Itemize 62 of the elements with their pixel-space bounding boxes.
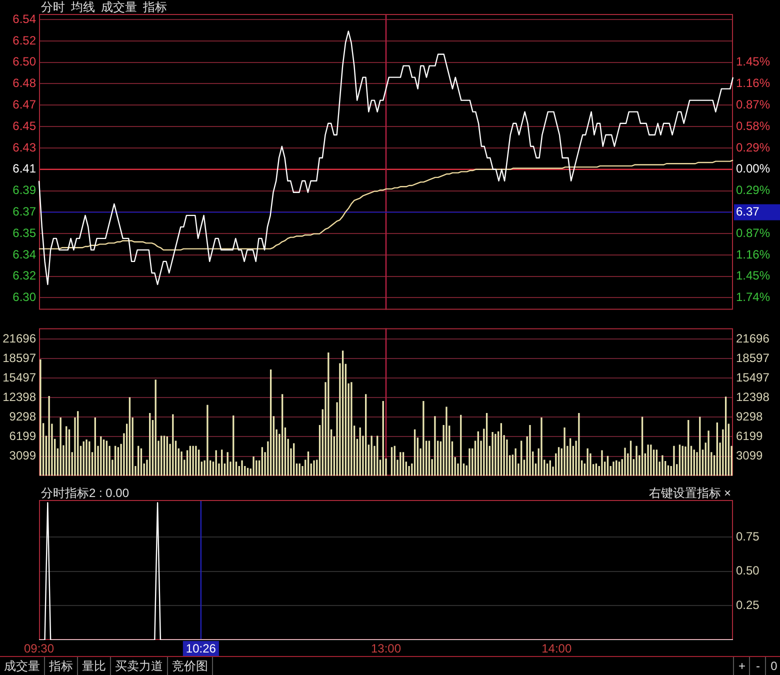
y2-tick-label: 1.74%: [736, 290, 770, 304]
text: 量比: [78, 657, 111, 675]
y2-tick-label: 15497: [736, 370, 770, 384]
y-tick-label: 6.37: [12, 204, 36, 219]
y2-tick-label: 0.25: [736, 598, 760, 612]
y2-tick-label: 18597: [736, 350, 770, 365]
y2-tick-label: 0.75: [736, 529, 760, 544]
y-tick-label: 6.43: [12, 140, 36, 154]
y2-tick-label: 9298: [736, 409, 764, 424]
y-tick-label: 6.45: [12, 118, 36, 133]
y-tick-label: 6.30: [12, 290, 36, 304]
annotation: 指标: [143, 0, 167, 14]
y2-tick-label: 0.87%: [736, 98, 770, 112]
y2-tick-label: 0.58%: [736, 118, 770, 133]
y-tick-label: 6.50: [12, 54, 36, 69]
text: +: [733, 657, 750, 675]
y-tick-label: 6.47: [12, 97, 36, 112]
y2-tick-label: 0.29%: [736, 183, 770, 198]
y2-tick-label: 3099: [736, 448, 764, 463]
annotation: 均线: [71, 0, 95, 14]
y-tick-label: 9298: [9, 409, 36, 424]
y2-tick-label: 0.00%: [736, 162, 770, 176]
y-tick-label: 6.35: [12, 226, 36, 240]
y-tick-label: 6.32: [12, 268, 36, 283]
text: 指标: [45, 657, 78, 675]
text: ×: [724, 486, 731, 500]
chart-title: 分时指标2 : 0.00: [41, 486, 130, 500]
y-tick-label: 6.52: [12, 33, 36, 48]
annotation: 成交量: [101, 0, 137, 14]
y2-tick-label: 1.16%: [736, 76, 770, 90]
x-tick-label: 14:00: [542, 642, 572, 656]
y2-tick-label: 21696: [736, 331, 770, 346]
y2-tick-label: 0.87%: [736, 226, 770, 240]
y-tick-label: 6.48: [12, 76, 36, 90]
y-tick-label: 18597: [2, 350, 36, 365]
y-tick-label: 15497: [2, 370, 36, 384]
ref-line-label: 6.37: [736, 204, 760, 219]
text: 成交量: [0, 657, 45, 675]
y-tick-label: 6199: [9, 429, 36, 444]
y-tick-label: 6.54: [12, 12, 36, 26]
y2-tick-label: 1.16%: [736, 247, 770, 262]
annotation: 分时: [41, 0, 65, 14]
text: -: [749, 657, 766, 675]
text: 0: [765, 657, 780, 675]
text: 竞价图: [168, 657, 213, 675]
x-tick-label: 09:30: [24, 642, 54, 656]
y-tick-label: 6.41: [12, 162, 36, 176]
y2-tick-label: 1.45%: [736, 268, 770, 283]
text: 右键设置指标: [648, 486, 721, 500]
y2-tick-label: 12398: [736, 390, 770, 404]
y2-tick-label: 0.29%: [736, 140, 770, 154]
y-tick-label: 21696: [2, 331, 36, 346]
y2-tick-label: 6199: [736, 429, 764, 444]
x-tick-label: 13:00: [370, 642, 402, 656]
y-tick-label: 3099: [9, 448, 36, 463]
y-tick-label: 12398: [2, 390, 36, 404]
y2-tick-label: 0.50: [736, 564, 760, 578]
x-tick-label: 10:26: [186, 641, 216, 656]
y-tick-label: 6.34: [12, 247, 36, 262]
text: 买卖力道: [111, 657, 168, 675]
y2-tick-label: 1.45%: [736, 54, 770, 69]
y-tick-label: 6.39: [12, 183, 36, 198]
